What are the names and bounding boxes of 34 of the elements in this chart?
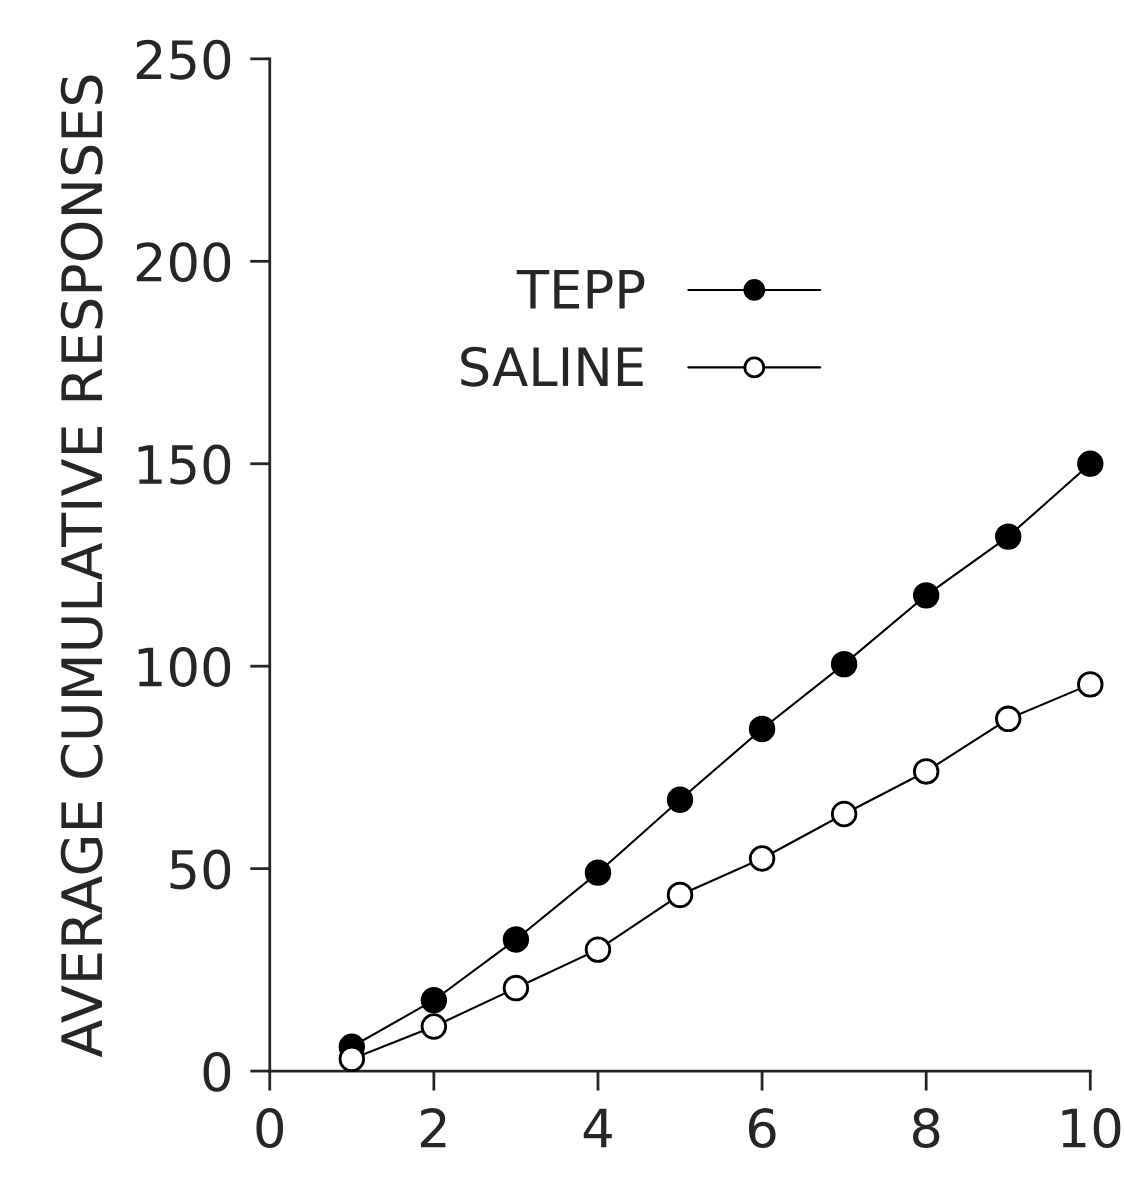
x-tick-label: 2 [420,1108,446,1148]
x-tick-label: 10 [1062,1108,1121,1149]
point [912,758,940,785]
point [502,926,530,953]
legend-label: TEPP [516,269,645,309]
x-tick-label: 0 [256,1108,284,1149]
y-tick-label: 0 [203,1051,231,1092]
point [995,705,1022,733]
point [995,523,1022,550]
y-axis-title: AVERAGE CUMULATIVE RESPONSES [60,75,103,1058]
point [584,859,612,886]
point [1077,450,1104,477]
legend-label: SALINE [461,346,643,387]
point [666,786,694,813]
x-tick-label: 4 [583,1108,612,1148]
point [1077,671,1104,698]
point [748,715,776,743]
point [666,881,694,909]
point [830,650,858,678]
y-tick-label: 250 [136,39,231,80]
point [420,987,448,1014]
x-tick-label: 6 [748,1108,776,1149]
point [830,800,858,828]
x-tick-label: 8 [912,1108,940,1149]
y-tick-label: 150 [138,444,231,485]
y-tick-label: 50 [170,849,231,890]
point [420,1013,448,1040]
point [584,936,612,963]
point [748,845,776,872]
point [502,974,530,1002]
point [912,582,940,609]
point [338,1045,366,1073]
y-tick-label: 200 [136,242,231,283]
y-tick-label: 100 [138,647,231,687]
